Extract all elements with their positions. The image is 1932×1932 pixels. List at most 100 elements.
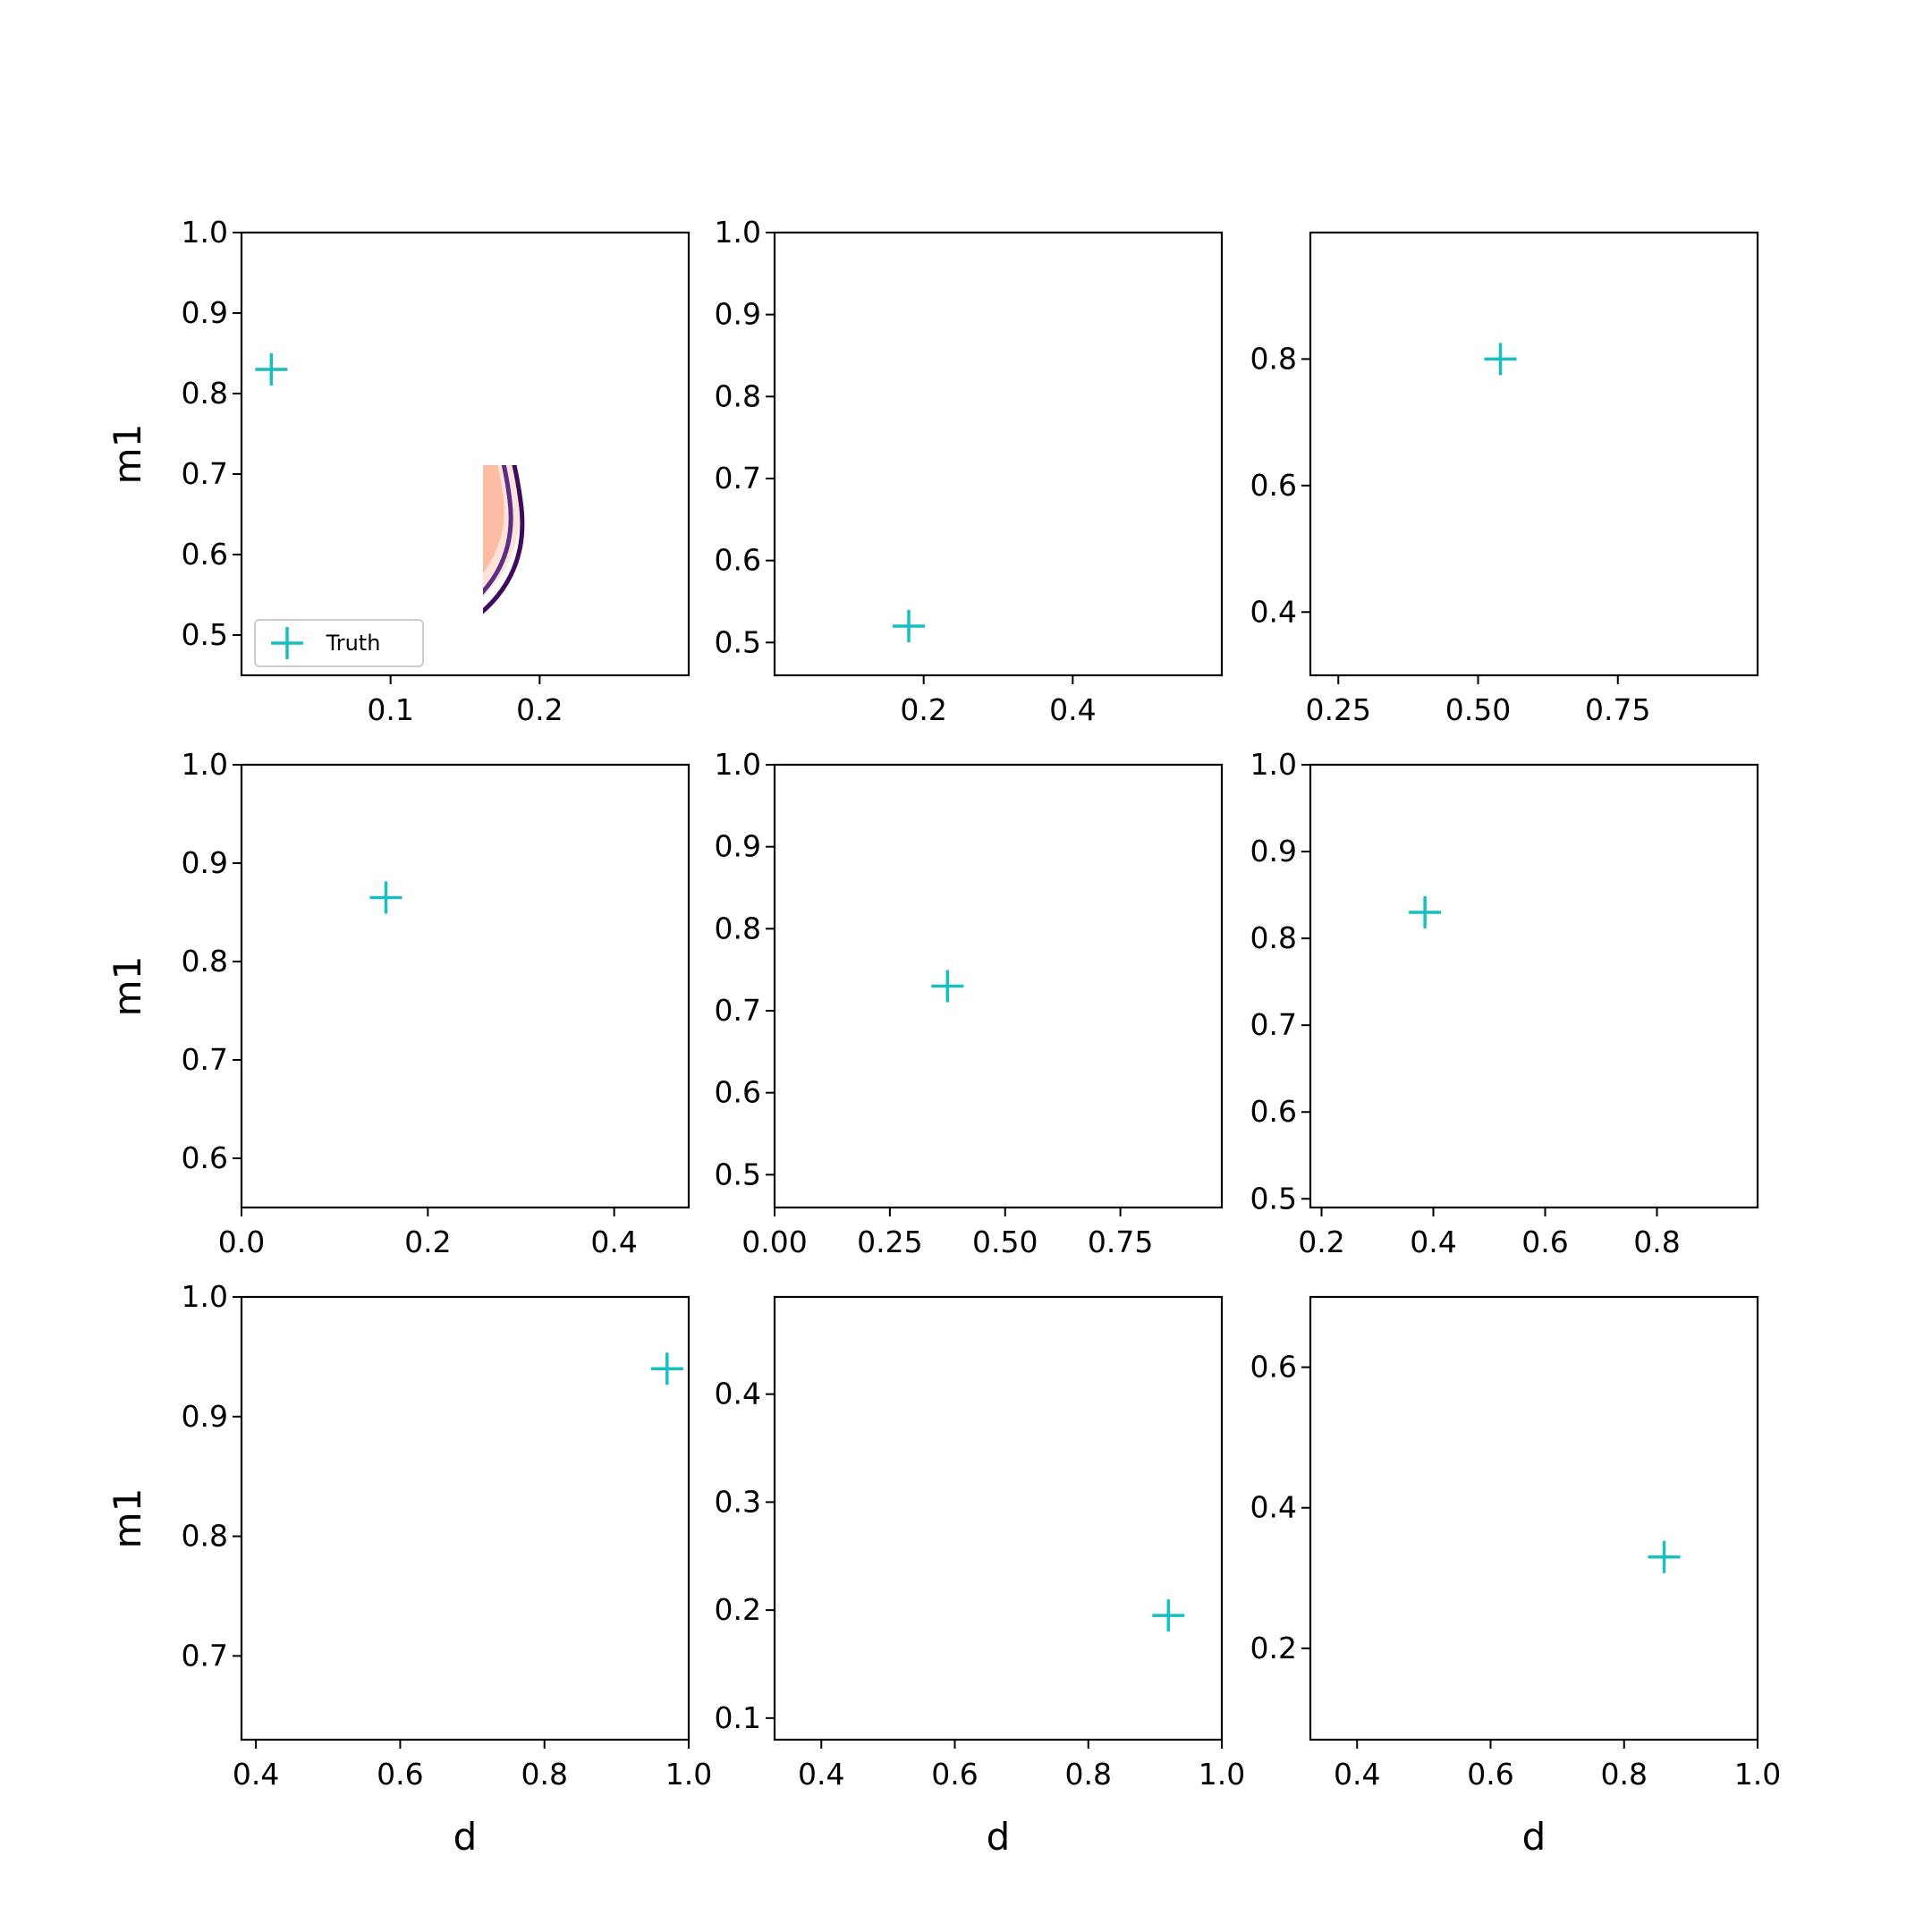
x-tick-label: 0.8 [1601,1757,1648,1792]
plot-area [766,232,1035,653]
contour-line-inner [982,1475,1146,1595]
x-tick-label: 0.2 [1298,1224,1344,1259]
y-tick-label: 0.2 [1250,1631,1297,1665]
y-tick-label: 0.9 [1250,834,1297,869]
panel-r1c2: 0.2 0.4 0.5 0.6 0.7 0.8 0.9 1.0 [715,215,1224,727]
credible-region-inner [318,784,442,1052]
x-tick-label: 0.50 [1445,692,1511,727]
x-axis-label: d [987,1815,1011,1859]
x-axis-label: d [453,1815,478,1859]
y-tick-label: 1.0 [715,215,761,250]
panel-r2c2: 0.00 0.25 0.50 0.75 0.5 0.6 0.7 0.8 0.9 1.0 [715,747,1224,1259]
x-tick-label: 0.25 [857,1224,922,1259]
y-tick-label: 0.9 [182,1399,228,1434]
y-tick-label: 0.9 [715,297,761,332]
plot-area [1378,767,1646,1186]
y-tick-label: 0.6 [1250,468,1297,503]
y-tick-label: 0.9 [182,845,228,880]
axes-frame [773,763,1224,1209]
credible-region-outer [483,465,520,597]
y-tick-label: 0.4 [1250,594,1297,629]
credible-region-inner [1434,779,1576,1130]
x-tick-label: 0.4 [590,1224,637,1259]
x-tick-label: 0.6 [377,1757,423,1792]
y-tick-label: 0.6 [715,1075,761,1110]
x-tick-label: 0.4 [798,1757,844,1792]
axes-frame [1309,1295,1759,1741]
x-tick-label: 0.50 [972,1224,1038,1259]
y-tick-label: 0.7 [182,1042,228,1077]
x-tick-label: 0.6 [931,1757,978,1792]
axes-frame [773,1295,1224,1741]
truth-marker [1484,343,1517,376]
x-axis-label: d [1522,1815,1546,1859]
credible-region-outer [898,1422,1159,1644]
y-tick-label: 0.8 [182,944,228,979]
truth-marker [931,970,964,1003]
credible-region-outer [1391,767,1642,1185]
truth-marker [255,353,288,386]
y-axis-label: m1 [106,956,149,1017]
axes-frame [240,1295,691,1741]
x-tick-label: 0.6 [1521,1224,1568,1259]
credible-region-middle [299,773,462,1051]
plot-area [273,765,511,1094]
panel-r1c3: 0.25 0.50 0.75 0.4 0.6 0.8 [1250,231,1759,727]
truth-marker [650,1352,683,1385]
contour-line-inner [907,770,1045,1083]
credible-region-inner [1556,1474,1694,1592]
plot-area [889,1407,1168,1643]
legend-label: Truth [326,631,381,656]
plot-area [1374,256,1750,667]
credible-region-middle [483,465,504,573]
y-tick-label: 0.8 [182,376,228,411]
axes-frame [1309,763,1759,1209]
contour-line-outer [273,765,511,1094]
y-tick-label: 0.5 [715,1157,761,1191]
x-tick-label: 1.0 [1199,1757,1245,1792]
axes-frame [1309,231,1759,677]
axes-frame [240,231,691,677]
y-tick-label: 0.5 [715,624,761,659]
contour-line-outer [349,1295,552,1602]
y-tick-label: 0.8 [1250,920,1297,955]
y-tick-label: 0.7 [1250,1007,1297,1042]
contour-line-inner [326,767,468,1059]
credible-region-inner [909,781,1025,1097]
plot-area [280,268,525,628]
panel-r3c1: 0.4 0.6 0.8 1.0 0.7 0.8 0.9 1.0 m1 d [106,1279,712,1859]
y-tick-label: 0.8 [182,1519,228,1554]
y-tick-label: 0.9 [715,829,761,864]
contour-line-outer [863,765,1123,1142]
x-tick-label: 0.8 [1633,1224,1680,1259]
panel-r2c3: 0.2 0.4 0.6 0.8 0.5 0.6 0.7 0.8 0.9 1.0 [1250,747,1759,1259]
contour-line-middle [360,1301,554,1591]
credible-region-middle [1401,775,1630,1174]
y-tick-label: 0.1 [715,1700,761,1735]
contour-line-outer [483,465,525,614]
credible-region-middle [356,1308,560,1616]
x-tick-label: 0.2 [404,1224,451,1259]
y-tick-label: 0.7 [715,461,761,496]
x-tick-label: 0.00 [741,1224,807,1259]
x-tick-label: 0.75 [1585,692,1650,727]
y-tick-label: 1.0 [1250,747,1297,782]
contour-line-inner [1482,301,1718,636]
credible-region-middle [871,772,1034,1131]
contour-line-middle [786,237,1019,631]
y-tick-label: 0.7 [715,993,761,1028]
y-tick-label: 0.7 [182,456,228,491]
truth-marker [1648,1540,1681,1573]
x-tick-label: 1.0 [665,1757,712,1792]
y-tick-label: 0.6 [1250,1094,1297,1129]
truth-marker [1409,896,1442,928]
x-tick-label: 0.25 [1306,692,1371,727]
contour-line-inner [280,268,462,628]
y-tick-label: 1.0 [182,215,228,250]
panel-r2c1: 0.0 0.2 0.4 0.6 0.7 0.8 0.9 1.0 m1 [106,747,691,1259]
x-tick-label: 0.8 [521,1757,567,1792]
truth-marker [369,881,402,914]
y-tick-label: 0.5 [1250,1181,1297,1216]
credible-region-outer [801,232,1015,653]
x-tick-label: 0.8 [1065,1757,1112,1792]
